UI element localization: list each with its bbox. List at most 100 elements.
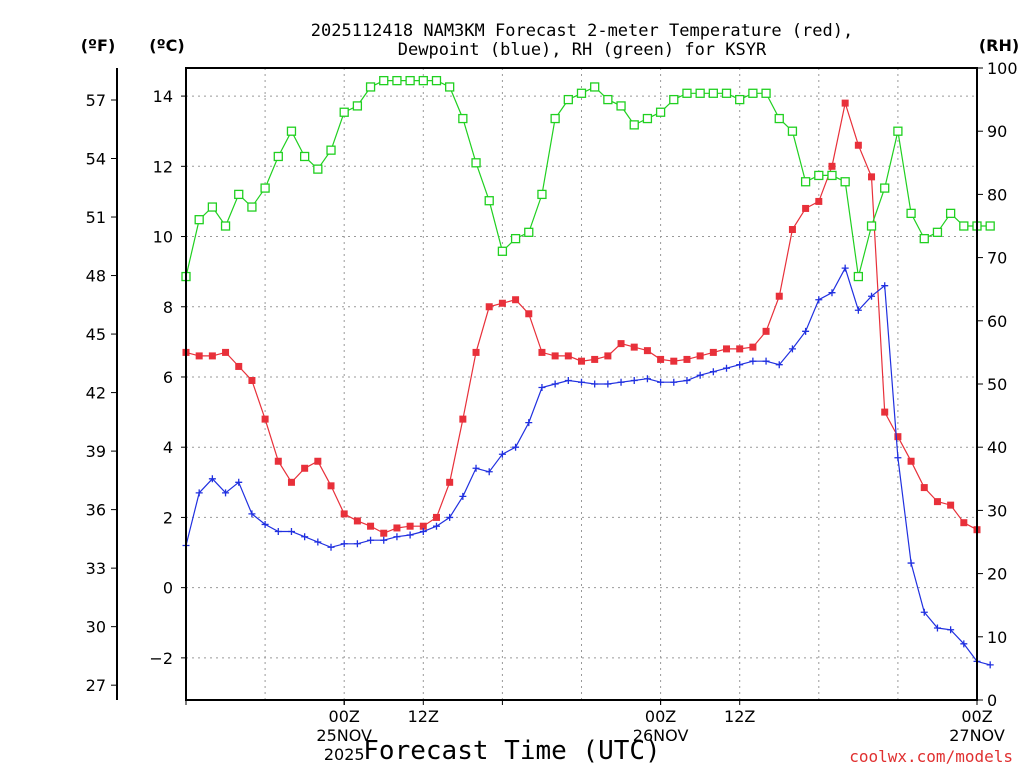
dewpoint-point — [261, 520, 269, 528]
rh-point — [484, 196, 494, 206]
rh-point — [431, 75, 442, 86]
celsius-tick-label: −2 — [149, 649, 173, 668]
rh-point — [735, 94, 745, 105]
rh-point — [616, 101, 626, 111]
rh-point — [932, 227, 943, 237]
rh-tick-label: 10 — [987, 628, 1007, 647]
rh-tick-label: 60 — [987, 312, 1007, 331]
temperature-point — [498, 299, 506, 307]
rh-point — [642, 113, 653, 124]
rh-point — [418, 75, 428, 86]
rh-point — [893, 126, 903, 136]
celsius-unit-label: (ºC) — [149, 36, 184, 55]
fahrenheit-tick-label: 45 — [86, 325, 106, 344]
data-series — [181, 75, 995, 669]
dewpoint-point — [353, 540, 361, 548]
x-date-label: 26NOV — [633, 726, 689, 745]
dewpoint-point — [406, 531, 414, 539]
dewpoint-point — [841, 264, 849, 272]
rh-point — [299, 151, 310, 162]
rh-point — [774, 113, 784, 124]
dewpoint-point — [512, 443, 520, 451]
temperature-point — [683, 355, 691, 363]
celsius-tick-label: 14 — [153, 87, 173, 106]
rh-tick-label: 70 — [987, 249, 1007, 268]
rh-point — [827, 170, 837, 181]
dewpoint-point — [432, 522, 440, 530]
rh-point — [853, 271, 863, 282]
temperature-point — [274, 457, 282, 465]
rh-point — [906, 208, 916, 219]
temperature-point — [393, 524, 401, 532]
x-date-label: 25NOV — [316, 726, 372, 745]
rh-point — [352, 101, 363, 111]
fahrenheit-tick-label: 54 — [86, 150, 106, 169]
fahrenheit-tick-label: 48 — [86, 267, 106, 286]
fahrenheit-tick-label: 42 — [86, 384, 106, 403]
dewpoint-point — [248, 510, 256, 518]
rh-tick-label: 30 — [987, 501, 1007, 520]
x-tick-label: 00Z — [329, 707, 360, 726]
dewpoint-point — [195, 489, 203, 497]
temperature-point — [327, 482, 335, 490]
dewpoint-point — [828, 289, 836, 297]
dewpoint-point — [380, 536, 388, 544]
rh-point — [537, 189, 547, 200]
dewpoint-point — [802, 327, 810, 335]
rh-point — [458, 113, 468, 124]
temperature-point — [419, 522, 427, 530]
temperature-point — [538, 348, 546, 356]
dewpoint-point — [762, 357, 770, 365]
temperature-point — [643, 347, 651, 355]
temperature-point — [920, 484, 928, 492]
temperature-point — [472, 348, 480, 356]
temperature-point — [723, 345, 731, 353]
rh-point — [761, 88, 771, 98]
temperature-point — [551, 352, 559, 360]
temperature-point — [868, 173, 876, 181]
dewpoint-point — [670, 378, 678, 386]
temperature-point — [380, 529, 388, 537]
rh-point — [326, 145, 336, 155]
dewpoint-point — [894, 454, 902, 462]
temperature-point — [657, 355, 665, 363]
dewpoint-point — [933, 624, 941, 632]
x-tick-label: 00Z — [961, 707, 992, 726]
dewpoint-point — [459, 492, 467, 500]
dewpoint-point — [301, 533, 309, 541]
dewpoint-point — [723, 364, 731, 372]
rh-point — [721, 88, 732, 98]
chart-title-line-1: 2025112418 NAM3KM Forecast 2-meter Tempe… — [311, 21, 853, 41]
x-tick-label: 00Z — [645, 707, 676, 726]
rh-point — [260, 183, 270, 193]
temperature-point — [564, 352, 572, 360]
dewpoint-point — [446, 513, 454, 521]
temperature-point — [788, 226, 796, 234]
temperature-point — [591, 355, 599, 363]
temperature-point — [432, 513, 440, 521]
rh-point — [339, 107, 349, 117]
dewpoint-point — [551, 380, 559, 388]
x-date-label: 27NOV — [949, 726, 1005, 745]
temperature-point — [208, 352, 216, 360]
watermark: coolwx.com/models — [849, 747, 1013, 766]
rh-point — [629, 120, 639, 130]
rh-tick-label: 0 — [987, 691, 997, 710]
rh-point — [207, 202, 218, 212]
dewpoint-point — [986, 661, 994, 669]
temperature-point — [406, 522, 414, 530]
rh-point — [365, 82, 376, 92]
dewpoint-point — [564, 376, 572, 384]
x-tick-label: 12Z — [724, 707, 755, 726]
temperature-point — [709, 348, 717, 356]
dewpoint-point — [393, 533, 401, 541]
temperature-point — [630, 343, 638, 351]
dewpoint-point — [367, 536, 375, 544]
temperature-point — [670, 357, 678, 365]
temperature-point — [749, 343, 757, 351]
rh-point — [985, 221, 995, 231]
rh-point — [247, 202, 257, 212]
celsius-tick-label: 0 — [163, 579, 173, 598]
dewpoint-point — [591, 380, 599, 388]
temperature-point — [894, 433, 902, 441]
